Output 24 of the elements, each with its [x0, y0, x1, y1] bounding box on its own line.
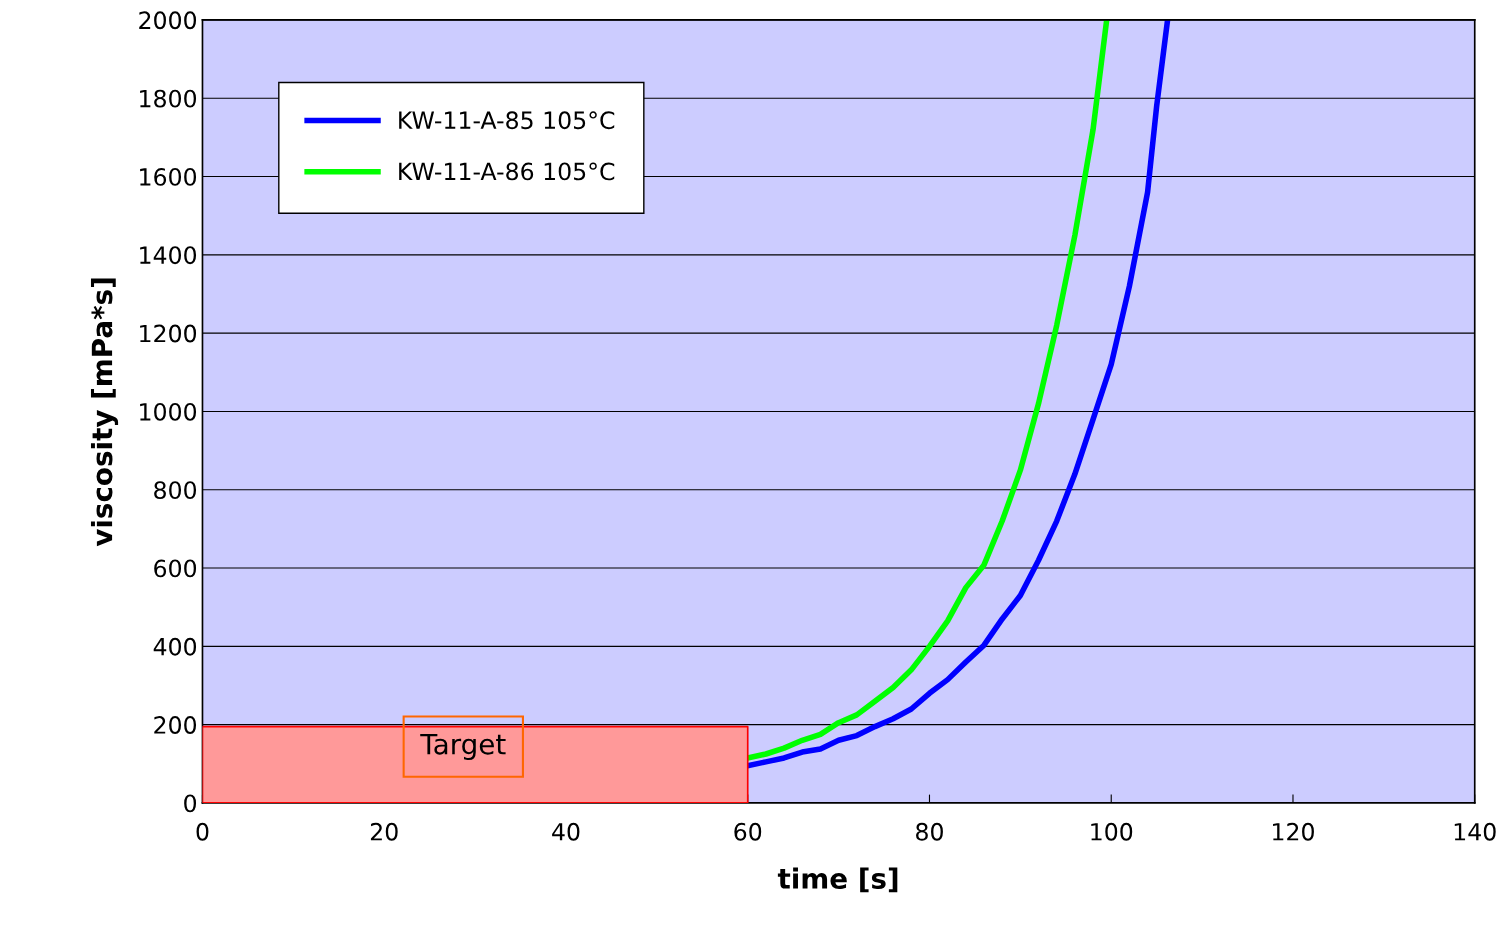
- legend-label: KW-11-A-86 105°C: [399, 162, 615, 181]
- y-axis-title: viscosity [mPa*s]: [90, 278, 119, 547]
- y-tick-label: 1400: [140, 246, 197, 265]
- x-tick-label: 20: [370, 822, 398, 841]
- x-tick-label: 60: [734, 822, 762, 841]
- x-tick-label: 100: [1091, 822, 1133, 841]
- y-tick-label: 400: [153, 637, 197, 656]
- annotation: Target: [420, 733, 506, 761]
- x-tick-label: 140: [1454, 822, 1496, 841]
- x-tick-label: 40: [552, 822, 580, 841]
- y-tick-label: 1600: [140, 167, 197, 186]
- legend-label: KW-11-A-85 105°C: [399, 111, 615, 130]
- y-tick-label: 600: [154, 559, 197, 578]
- x-tick-label: 0: [196, 822, 209, 841]
- y-tick-label: 800: [154, 481, 197, 500]
- y-tick-label: 1000: [140, 402, 197, 421]
- x-tick-label: 80: [916, 822, 943, 841]
- x-axis-title: time [s]: [777, 867, 898, 893]
- y-tick-label: 200: [154, 716, 197, 734]
- y-tick-label: 2000: [139, 11, 197, 30]
- y-tick-label: 1200: [140, 324, 197, 343]
- y-tick-label: 1800: [140, 89, 197, 108]
- x-tick-label: 120: [1273, 822, 1314, 841]
- y-tick-label: 0: [184, 794, 197, 813]
